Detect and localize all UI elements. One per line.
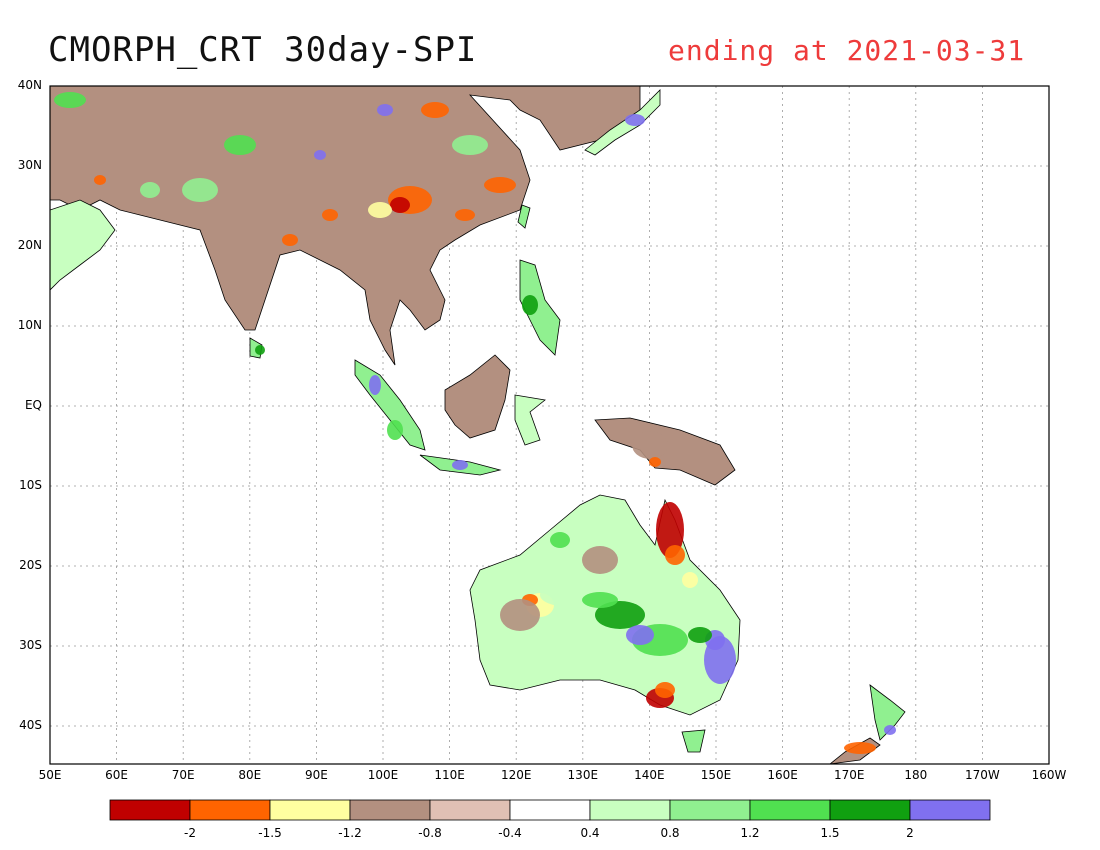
spi-anomaly-patch <box>377 104 393 116</box>
spi-anomaly-patch <box>656 502 684 558</box>
longitude-label: 110E <box>434 768 465 782</box>
colorbar-bin <box>749 799 831 821</box>
borneo <box>444 354 511 439</box>
colorbar-bin <box>269 799 351 821</box>
colorbar-tick-label: 0.4 <box>580 826 600 840</box>
latitude-label: 30S <box>19 638 42 652</box>
spi-anomaly-patch <box>255 345 265 355</box>
latitude-label: EQ <box>24 398 42 412</box>
asia-landmass <box>50 86 641 366</box>
colorbar-tick-label: 0.8 <box>660 826 680 840</box>
colorbar-bin <box>589 799 671 821</box>
japan <box>584 89 661 156</box>
spi-anomaly-patch <box>688 627 712 643</box>
spi-anomaly-patch <box>452 135 488 155</box>
spi-anomaly-patch <box>649 457 661 467</box>
longitude-label: 180 <box>904 768 928 782</box>
colorbar-tick-label: 1.5 <box>820 826 840 840</box>
spi-anomaly-patch <box>522 295 538 315</box>
colorbar-tick-label: -0.8 <box>418 826 442 840</box>
spi-anomaly-patch <box>390 197 410 213</box>
spi-anomaly-patch <box>844 742 876 754</box>
latitude-label: 20S <box>19 558 42 572</box>
colorbar-tick-label: 2 <box>906 826 914 840</box>
colorbar-bin <box>509 799 591 821</box>
colorbar-tick-label: -1.2 <box>338 826 362 840</box>
spi-anomaly-patch <box>368 202 392 218</box>
spi-anomaly-patch <box>582 546 618 574</box>
map-title: CMORPH_CRT 30day-SPI <box>48 30 478 70</box>
longitude-label: 120E <box>500 768 532 782</box>
spi-anomaly-patch <box>655 682 675 698</box>
map-subtitle: ending at 2021-03-31 <box>668 34 1026 67</box>
longitude-label: 160E <box>767 768 798 782</box>
latitude-label: 30N <box>17 158 42 172</box>
colorbar-bin <box>669 799 751 821</box>
colorbar-tick-label: -1.5 <box>258 826 282 840</box>
longitude-label: 140E <box>634 768 665 782</box>
spi-anomaly-patch <box>282 234 298 246</box>
longitude-label: 80E <box>238 768 262 782</box>
taiwan <box>517 204 531 229</box>
spi-anomaly-patch <box>140 182 160 198</box>
spi-anomaly-patch <box>550 532 570 548</box>
latitude-label: 40N <box>17 78 42 92</box>
spi-anomaly-patch <box>421 102 449 118</box>
spi-anomaly-patch <box>54 92 86 108</box>
colorbar-bin <box>349 799 431 821</box>
spi-anomaly-patch <box>455 209 475 221</box>
spi-anomaly-patches <box>54 92 896 754</box>
latitude-label: 10N <box>17 318 42 332</box>
longitude-label: 170W <box>965 768 1000 782</box>
spi-anomaly-patch <box>884 725 896 735</box>
spi-anomaly-patch <box>500 599 540 631</box>
spi-anomaly-patch <box>632 431 668 459</box>
colorbar-bin <box>189 799 271 821</box>
spi-anomaly-patch <box>484 177 516 193</box>
spi-anomaly-patch <box>314 150 326 160</box>
longitude-label: 100E <box>367 768 399 782</box>
spi-anomaly-patch <box>224 135 256 155</box>
spi-anomaly-patch <box>626 625 654 645</box>
longitude-label: 150E <box>700 768 732 782</box>
longitude-label: 170E <box>833 768 865 782</box>
tasmania <box>681 729 706 753</box>
colorbar-bin <box>829 799 911 821</box>
arabia-landmass <box>50 199 116 291</box>
longitude-label: 50E <box>38 768 62 782</box>
sulawesi <box>514 394 546 446</box>
longitude-label: 70E <box>171 768 195 782</box>
longitude-label: 130E <box>567 768 599 782</box>
spi-anomaly-patch <box>182 178 218 202</box>
spi-anomaly-patch <box>665 545 685 565</box>
new-zealand-north <box>869 684 906 741</box>
spi-anomaly-patch <box>94 175 106 185</box>
latitude-label: 40S <box>19 718 42 732</box>
colorbar-tick-label: -2 <box>184 826 196 840</box>
spi-anomaly-patch <box>369 375 381 395</box>
longitude-label: 160W <box>1031 768 1067 782</box>
colorbar-tick-label: 1.2 <box>740 826 760 840</box>
spi-anomaly-patch <box>452 460 468 470</box>
spi-anomaly-patch <box>682 572 698 588</box>
spi-anomaly-patch <box>387 420 403 440</box>
colorbar-bin <box>429 799 511 821</box>
longitude-label: 90E <box>304 768 328 782</box>
colorbar-bin <box>109 799 191 821</box>
spi-anomaly-patch <box>625 114 645 126</box>
latitude-label: 20N <box>17 238 42 252</box>
map-frame <box>49 85 1050 765</box>
colorbar <box>109 799 991 821</box>
spi-anomaly-patch <box>582 592 618 608</box>
longitude-label: 60E <box>105 768 129 782</box>
colorbar-tick-label: -0.4 <box>498 826 522 840</box>
latitude-label: 10S <box>19 478 42 492</box>
colorbar-bin <box>909 799 991 821</box>
spi-anomaly-patch <box>322 209 338 221</box>
spi-anomaly-patch <box>595 601 645 629</box>
land-fill <box>50 86 906 764</box>
